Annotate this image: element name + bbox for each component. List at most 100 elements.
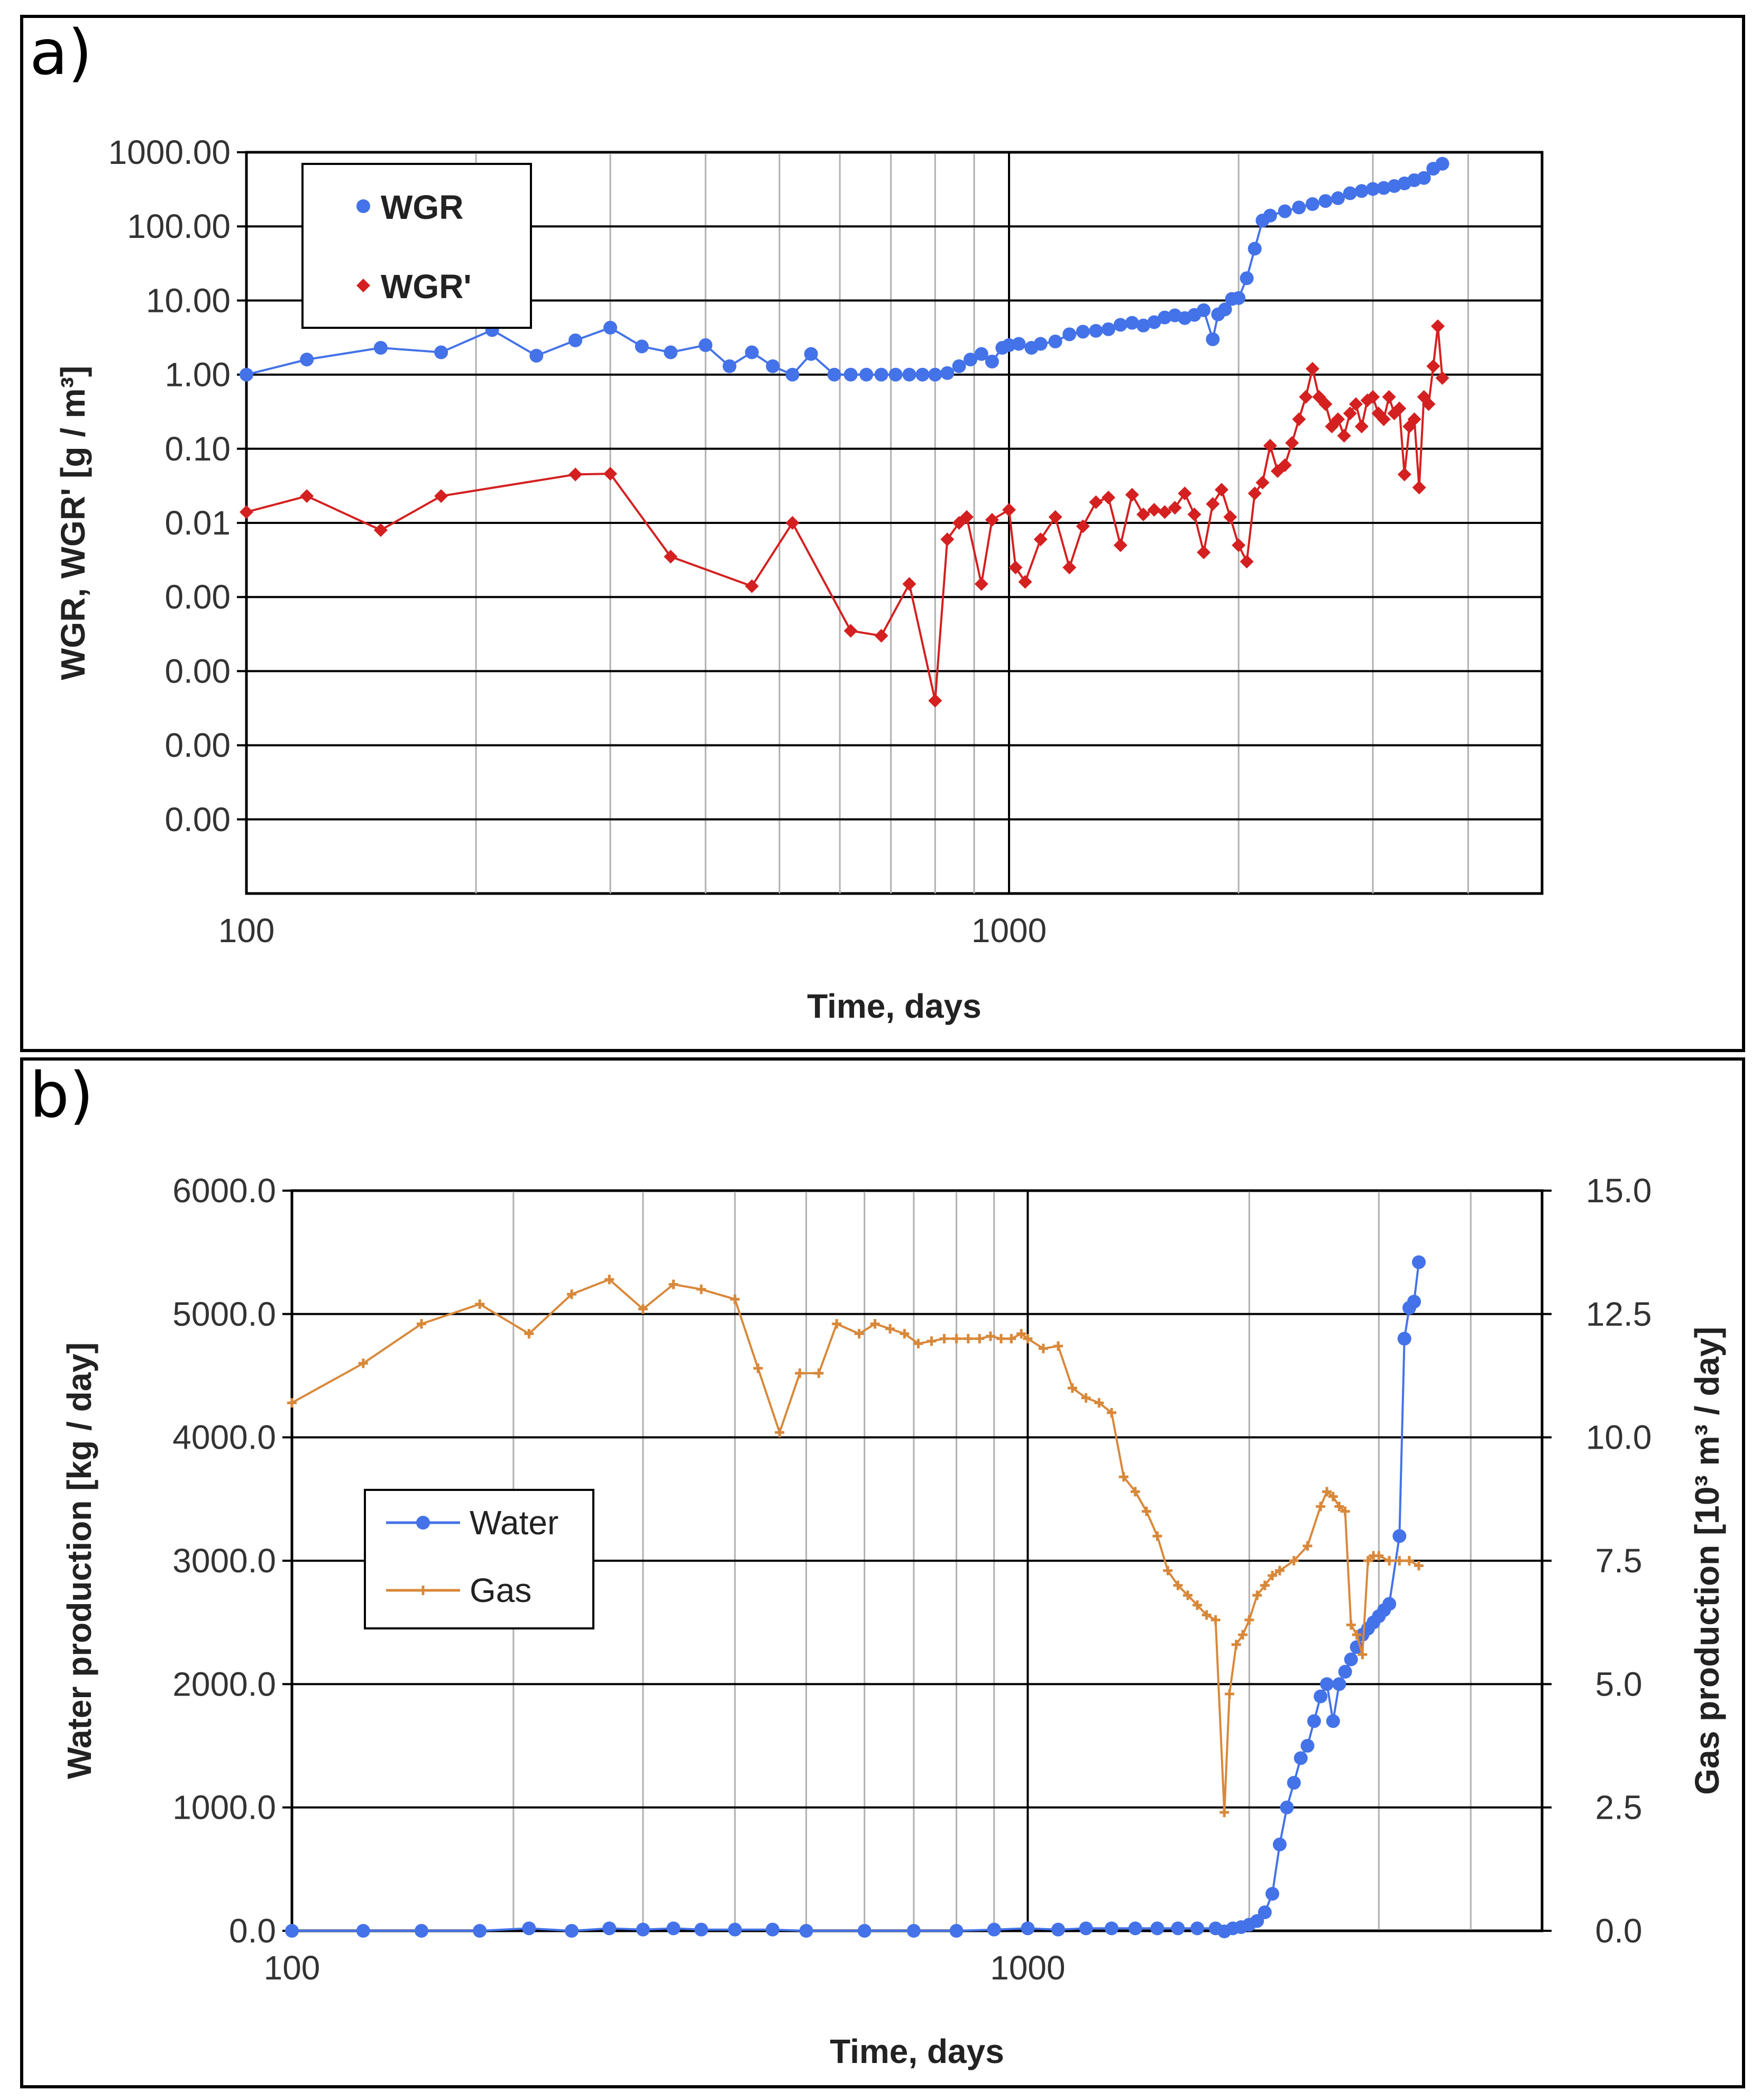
data-point-gas [1374,1551,1384,1561]
data-point-wgr-prime [434,489,448,503]
data-point-wgr-prime [1048,510,1062,524]
data-point-water [987,1922,1001,1937]
data-point-wgr [1263,208,1277,223]
data-point-water [1397,1332,1411,1346]
data-point-gas [1303,1541,1313,1551]
data-point-gas [1274,1565,1285,1576]
data-point-wgr-prime [1158,505,1172,519]
data-point-gas [1404,1556,1414,1565]
y-tick-label-right: 2.5 [1595,1789,1643,1827]
data-point-wgr [1232,291,1246,305]
data-point-gas [1163,1565,1173,1576]
data-point-gas [795,1368,805,1378]
data-point-wgr-prime [1430,319,1445,334]
data-point-wgr [1417,171,1431,185]
data-point-wgr-prime [1018,575,1032,589]
data-point-wgr-prime [1033,532,1048,547]
data-point-wgr-prime [1076,519,1090,533]
legend-marker-water [416,1516,430,1530]
data-point-water [285,1924,299,1938]
data-point-gas [358,1358,368,1368]
data-point-gas [1081,1393,1091,1403]
data-point-gas [775,1427,785,1438]
y-tick-label: 0.00 [164,578,231,616]
y-tick-label-right: 12.5 [1586,1295,1652,1333]
data-point-gas [1231,1640,1241,1650]
data-point-gas [1152,1531,1162,1541]
data-point-water [1265,1887,1279,1901]
data-point-wgr [843,367,858,382]
data-point-gas [1053,1341,1063,1351]
data-point-water [1128,1921,1142,1936]
y-tick-label-left: 3000.0 [172,1542,276,1580]
data-point-water [1104,1921,1118,1936]
data-point-water [949,1924,964,1938]
y-axis-title-right: Gas production [10³ m³ / day] [1688,1327,1726,1794]
data-point-wgr [373,340,388,355]
data-point-gas [832,1319,842,1329]
data-point-wgr-prime [1354,419,1369,434]
chart-b-production: 100 1000 0.0 1000.0 2000.0 3000.0 4000.0 5000.0… [60,1172,1726,2070]
data-point-gas [604,1275,614,1284]
data-point-gas [854,1329,864,1339]
y-tick-label: 0.00 [164,800,231,839]
data-point-water [799,1924,813,1938]
data-point-gas [1352,1630,1362,1640]
data-point-gas [1260,1580,1270,1590]
data-point-wgr [804,347,818,361]
chart-a-wgr: 100 1000 0.00 0.00 0.00 0.00 0.01 0.10 1.00 10.00… [54,133,1544,1025]
y-tick-label-left: 1000.0 [172,1789,276,1827]
data-point-gas [1219,1808,1230,1817]
data-point-gas [951,1334,961,1343]
data-point-gas [1268,1571,1277,1580]
y-tick-label-left: 5000.0 [172,1295,276,1333]
data-point-wgr [1197,303,1211,317]
data-point-water [1332,1677,1346,1691]
data-point-water [1258,1905,1272,1919]
data-point-gas [927,1336,937,1346]
data-point-gas [1358,1650,1368,1660]
data-point-wgr [1218,302,1232,317]
data-point-wgr [1206,332,1220,346]
data-point-wgr-prime [1285,436,1299,450]
data-point-water [1079,1921,1093,1936]
data-point-water [728,1922,742,1937]
data-point-gas [996,1334,1006,1343]
data-point-gas [696,1284,707,1294]
data-point-wgr [1113,318,1127,332]
data-point-wgr-prime [1113,538,1127,552]
data-point-wgr-prime [1206,497,1220,511]
data-point-wgr-prime [1426,359,1441,373]
data-point-gas [1023,1334,1033,1343]
data-point-gas [1328,1491,1338,1502]
data-point-gas [1322,1487,1332,1497]
y-tick-label: 1.00 [164,356,231,394]
data-point-wgr [1305,197,1319,211]
data-point-wgr [1292,200,1306,215]
data-point-wgr-prime [664,549,678,564]
data-point-wgr-prime [1101,490,1115,504]
data-point-wgr [827,367,841,382]
data-point-wgr-prime [1435,371,1450,385]
data-point-water [1287,1776,1301,1790]
legend-label-gas: Gas [470,1571,531,1609]
legend-box [364,1489,594,1629]
data-point-wgr [1136,318,1150,333]
y-tick-label: 0.01 [164,504,231,542]
data-point-gas [1193,1600,1203,1610]
y-tick-label-right: 0.0 [1595,1912,1643,1950]
data-point-wgr-prime [1223,510,1237,524]
data-point-wgr-prime [1349,397,1363,411]
data-point-wgr [1062,327,1077,342]
data-point-wgr-prime [1421,397,1436,411]
data-point-wgr-prime [1232,538,1246,552]
data-point-wgr [1278,204,1292,218]
y-axis-title: WGR, WGR' [g / m³] [54,366,92,680]
data-point-wgr [1354,184,1369,198]
data-point-gas [975,1334,985,1343]
data-point-wgr-prime [1002,503,1016,517]
data-point-wgr [964,352,978,366]
data-point-wgr-prime [1125,487,1139,502]
data-point-wgr [664,345,678,360]
data-point-gas [1224,1689,1234,1699]
